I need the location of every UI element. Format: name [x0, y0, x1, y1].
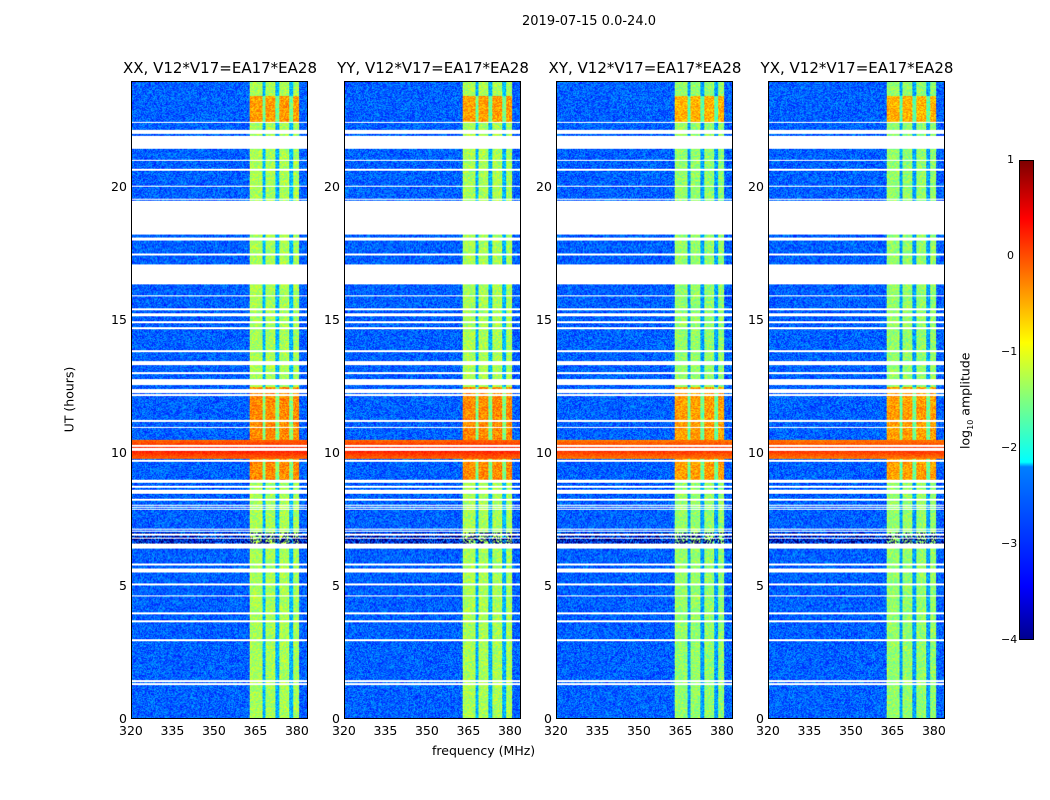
y-tick-label: 0 [544, 711, 552, 726]
x-tick-label: 365 [880, 723, 905, 738]
x-tick-label: 335 [797, 723, 822, 738]
colorbar-label: log10 amplitude [957, 352, 975, 449]
x-tick-label: 380 [284, 723, 309, 738]
spectrogram-panel-xy [556, 81, 733, 719]
colorbar [1019, 160, 1034, 640]
x-tick-label: 335 [373, 723, 398, 738]
y-tick-label: 15 [748, 312, 764, 328]
y-tick-label: 10 [111, 445, 127, 461]
panel-title: YY, V12*V17=EA17*EA28 [337, 59, 529, 77]
panel-title: YX, V12*V17=EA17*EA28 [760, 59, 954, 77]
x-tick-label: 365 [243, 723, 268, 738]
heatmap-cells [132, 82, 307, 718]
x-tick-label: 320 [119, 723, 143, 738]
x-tick-label: 350 [838, 723, 863, 738]
y-tick-label: 10 [536, 445, 552, 461]
x-tick-label: 335 [585, 723, 610, 738]
x-tick-label: 365 [456, 723, 481, 738]
chart-title: 2019-07-15 0.0-24.0 [522, 14, 656, 29]
y-tick-label: 5 [544, 578, 552, 594]
x-tick-label: 320 [756, 723, 780, 738]
heatmap-cells [769, 82, 944, 718]
x-tick-label: 320 [544, 723, 568, 738]
heatmap-cells [557, 82, 732, 718]
x-tick-label: 365 [668, 723, 693, 738]
panel-title: XY, V12*V17=EA17*EA28 [548, 59, 742, 77]
y-tick-label: 15 [111, 312, 127, 328]
colorbar-tick-label: 1 [1007, 153, 1014, 166]
colorbar-tick-label: 0 [1007, 249, 1014, 262]
panel-title: XX, V12*V17=EA17*EA28 [122, 59, 317, 77]
x-tick-label: 350 [414, 723, 439, 738]
x-tick-label: 380 [497, 723, 522, 738]
heatmap-cells [345, 82, 520, 718]
x-tick-label: 335 [160, 723, 185, 738]
spectrogram-panel-yx [768, 81, 945, 719]
y-tick-label: 20 [748, 179, 764, 195]
spectrogram-panel-xx [131, 81, 308, 719]
colorbar-tick-label: −4 [1001, 633, 1018, 646]
x-tick-label: 380 [921, 723, 946, 738]
y-tick-label: 5 [119, 578, 127, 594]
x-tick-label: 380 [709, 723, 734, 738]
spectrogram-panel-yy [344, 81, 521, 719]
y-axis-label: UT (hours) [61, 366, 77, 433]
y-tick-label: 0 [332, 711, 340, 726]
colorbar-tick-label: −1 [1001, 345, 1018, 358]
y-tick-label: 10 [748, 445, 764, 461]
y-tick-label: 10 [324, 445, 340, 461]
x-tick-label: 350 [626, 723, 651, 738]
x-axis-label: frequency (MHz) [432, 743, 536, 758]
y-tick-label: 20 [536, 179, 552, 195]
y-tick-label: 20 [111, 179, 127, 195]
x-tick-label: 320 [332, 723, 356, 738]
y-tick-label: 15 [324, 312, 340, 328]
y-tick-label: 0 [119, 711, 127, 726]
colorbar-tick-label: −2 [1001, 441, 1018, 454]
colorbar-tick-label: −3 [1001, 537, 1018, 550]
y-tick-label: 5 [332, 578, 340, 594]
y-tick-label: 20 [324, 179, 340, 195]
y-tick-label: 5 [756, 578, 764, 594]
y-tick-label: 15 [536, 312, 552, 328]
y-tick-label: 0 [756, 711, 764, 726]
x-tick-label: 350 [201, 723, 226, 738]
